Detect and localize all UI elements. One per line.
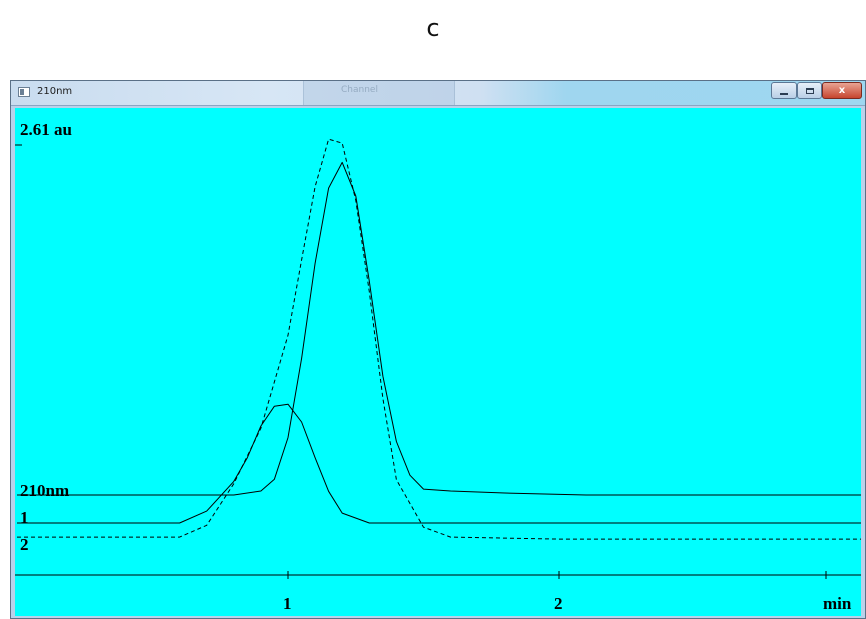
x-tick-label-1: 1 [283,594,292,613]
trace-label-2: 2 [20,535,29,554]
background-window-tab [303,81,455,105]
plot-area: 2.61 au 210nm 1 2 1 2 min [15,108,861,616]
title-bar[interactable]: Channel 210nm x [11,81,865,106]
x-unit-label: min [823,594,852,613]
trace-label-1: 1 [20,508,29,527]
maximize-icon [805,87,814,94]
close-button[interactable]: x [822,82,862,99]
window-title: 210nm [37,86,73,97]
y-max-label: 2.61 au [20,120,72,139]
x-axis-ticks [287,571,827,579]
window-app-icon [18,87,30,97]
trace-line-210nm [17,138,861,540]
chromatogram-window: Channel 210nm x 2.61 au 210nm 1 2 1 2 mi… [10,80,866,619]
maximize-button[interactable] [797,82,822,99]
x-tick-label-2: 2 [554,594,563,613]
minimize-button[interactable] [771,82,797,99]
chromatogram-chart [15,138,861,579]
trace-line-1 [17,403,861,524]
minimize-icon [780,92,788,95]
panel-letter: c [426,14,440,42]
trace-line-2 [17,161,861,496]
background-window-label: Channel [341,85,378,95]
close-icon: x [838,85,846,96]
trace-label-210nm: 210nm [20,481,70,500]
traces [17,138,861,540]
